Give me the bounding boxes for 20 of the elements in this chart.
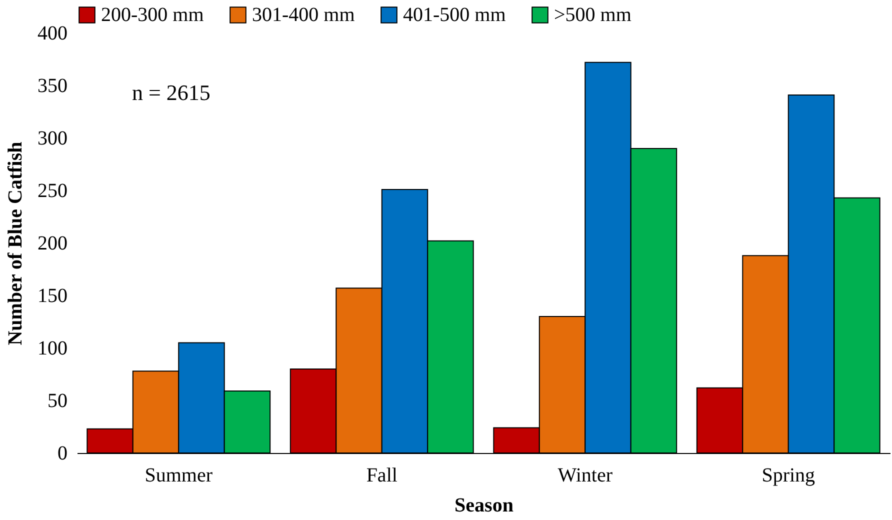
x-tick-label: Fall — [366, 464, 398, 486]
y-tick-label: 50 — [48, 390, 68, 412]
x-tick-label: Winter — [558, 464, 613, 486]
y-tick-label: 150 — [38, 285, 68, 307]
legend-label: 200-300 mm — [101, 4, 204, 26]
x-tick-label: Spring — [762, 464, 816, 486]
x-tick-label: Summer — [144, 464, 213, 486]
y-axis-title: Number of Blue Catfish — [4, 142, 26, 346]
legend-label: 401-500 mm — [403, 4, 506, 26]
legend-label: >500 mm — [554, 4, 632, 26]
annotation: n = 2615 — [132, 80, 210, 105]
y-tick-label: 350 — [38, 75, 68, 97]
y-tick-label: 250 — [38, 180, 68, 202]
legend-label: 301-400 mm — [252, 4, 356, 26]
y-tick-label: 100 — [38, 338, 68, 360]
x-axis-title: Season — [454, 494, 514, 516]
y-tick-label: 200 — [38, 232, 68, 254]
y-tick-label: 300 — [38, 128, 68, 150]
y-tick-label: 400 — [38, 22, 68, 44]
y-tick-label: 0 — [58, 442, 68, 464]
